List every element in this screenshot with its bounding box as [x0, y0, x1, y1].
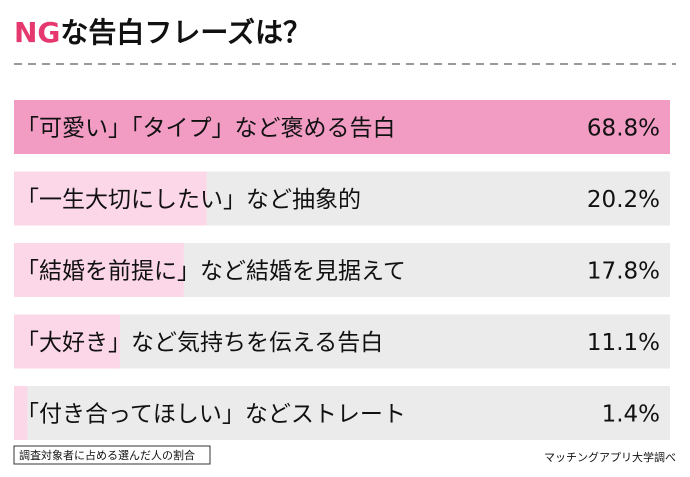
- note: 調査対象者に占める選んだ人の割合: [19, 448, 195, 462]
- note-box: [13, 445, 211, 465]
- category-label: 「結婚を前提に」など結婚を見据えて: [16, 259, 406, 285]
- bar-track: [14, 386, 670, 440]
- bar: [14, 243, 184, 297]
- category-label: 「大好き」など気持ちを伝える告白: [16, 330, 383, 356]
- value-label: 17.8%: [587, 259, 660, 285]
- category-label: 「可愛い」「タイプ」など褒める告白: [16, 116, 396, 142]
- bar: [14, 386, 28, 440]
- title-part: NG: [14, 16, 60, 49]
- value-label: 68.8%: [587, 116, 660, 142]
- category-label: 「付き合ってほしい」などストレート: [16, 402, 406, 428]
- value-label: 20.2%: [587, 187, 660, 213]
- value-label: 1.4%: [602, 402, 660, 428]
- title-part: な告白フレーズは？: [60, 16, 311, 49]
- bar: [14, 100, 670, 154]
- value-label: 11.1%: [587, 330, 660, 356]
- source: マッチングアプリ大学調べ: [544, 450, 676, 464]
- bar-track: [14, 314, 670, 369]
- bar: [14, 171, 207, 226]
- bar: [14, 314, 120, 369]
- chart-title: NGな告白フレーズは？: [14, 16, 311, 49]
- category-label: 「一生大切にしたい」など抽象的: [16, 187, 361, 213]
